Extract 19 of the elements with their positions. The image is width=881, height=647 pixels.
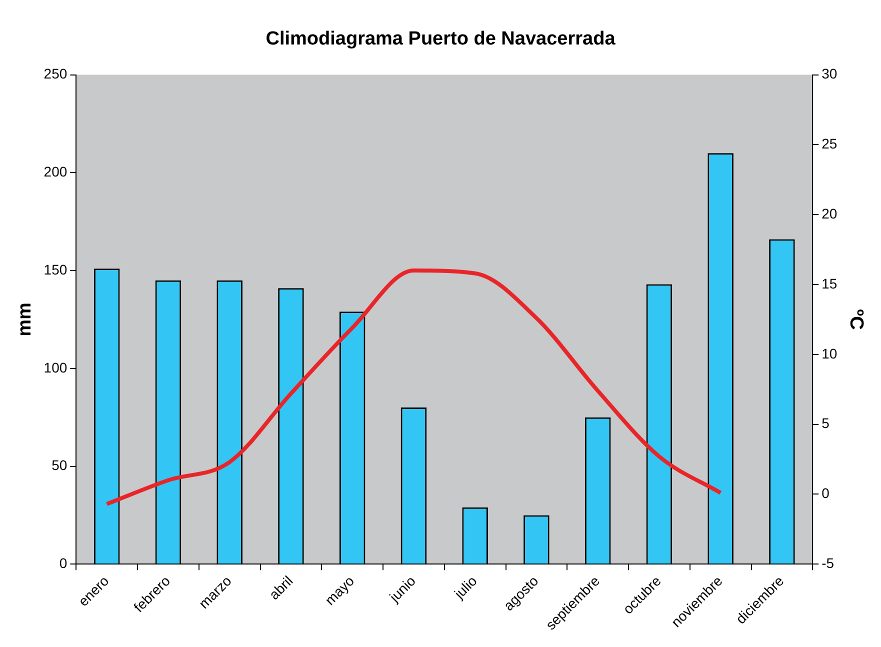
chart-title: Climodiagrama Puerto de Navacerrada (266, 28, 616, 50)
y2-tick-label: 5 (822, 415, 830, 432)
y-tick-label: 250 (44, 66, 68, 82)
y-tick-label: 100 (44, 359, 68, 376)
y2-tick-label: 20 (822, 205, 838, 222)
y2-tick-label: 25 (822, 136, 838, 152)
y2-tick-label: -5 (822, 555, 834, 572)
y-axis-title: mm (14, 302, 36, 336)
line-series (104, 268, 723, 506)
y2-tick-label: 10 (822, 345, 838, 362)
x-tick-label: julio (450, 572, 480, 602)
y-tick-label: 150 (44, 261, 68, 278)
y-tick-label: 200 (44, 164, 68, 180)
y2-tick-label: 0 (822, 485, 830, 502)
y2-tick-label: 15 (822, 275, 838, 292)
y2-tick-label: 30 (822, 66, 838, 82)
y-tick-label: 0 (59, 555, 68, 572)
y-tick-label: 50 (52, 457, 68, 474)
y2-axis-title: ºC (845, 309, 866, 330)
